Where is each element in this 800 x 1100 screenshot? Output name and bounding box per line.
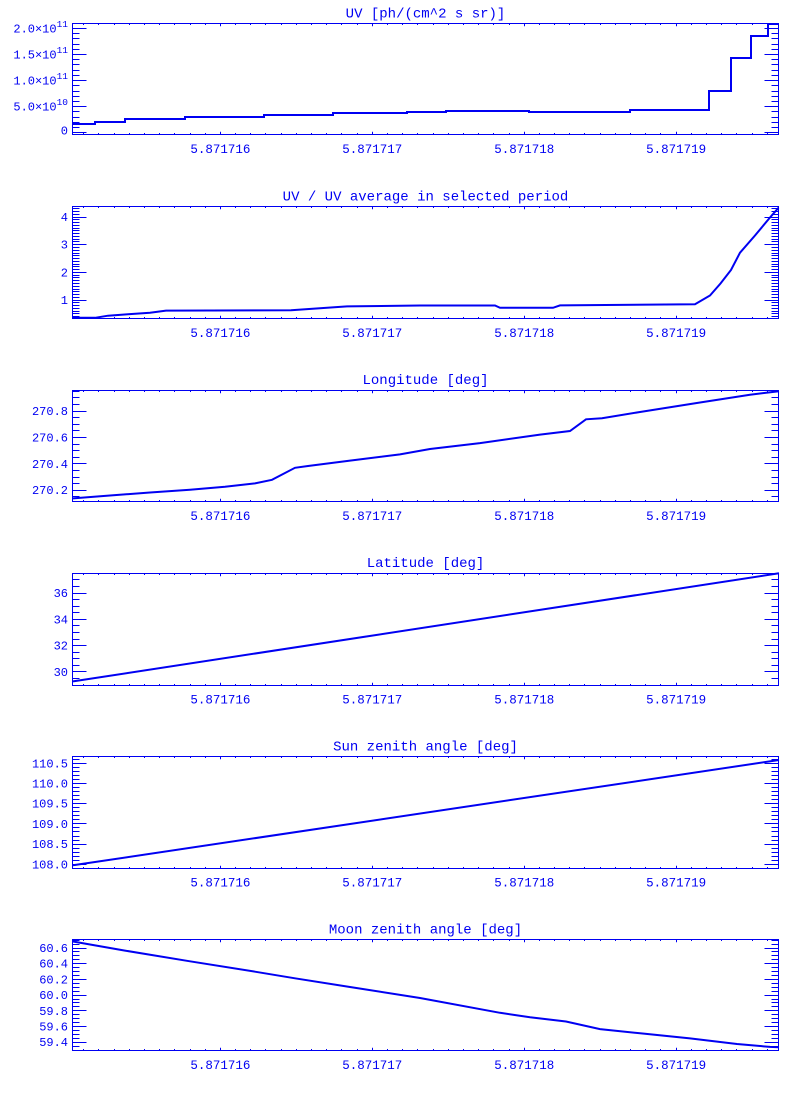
svg-text:32: 32 [54, 640, 68, 654]
svg-text:5.871718: 5.871718 [494, 327, 554, 341]
svg-text:2: 2 [61, 266, 68, 280]
svg-text:5.871717: 5.871717 [342, 510, 402, 524]
svg-text:Longitude [deg]: Longitude [deg] [362, 373, 488, 389]
svg-text:5.871717: 5.871717 [342, 1059, 402, 1073]
svg-text:5.871718: 5.871718 [494, 510, 554, 524]
svg-text:109.0: 109.0 [32, 818, 68, 832]
svg-text:5.871716: 5.871716 [190, 1059, 250, 1073]
svg-text:UV [ph/(cm^2 s sr)]: UV [ph/(cm^2 s sr)] [346, 6, 506, 22]
svg-text:0: 0 [61, 125, 68, 139]
svg-text:59.8: 59.8 [39, 1005, 68, 1019]
svg-text:UV / UV average in selected pe: UV / UV average in selected period [283, 189, 569, 205]
svg-text:3: 3 [61, 239, 68, 253]
svg-text:109.5: 109.5 [32, 798, 68, 812]
svg-text:5.871719: 5.871719 [646, 143, 706, 157]
svg-text:5.871718: 5.871718 [494, 877, 554, 891]
svg-text:5.871719: 5.871719 [646, 877, 706, 891]
svg-text:5.871719: 5.871719 [646, 510, 706, 524]
svg-text:110.5: 110.5 [32, 757, 68, 771]
svg-text:60.6: 60.6 [39, 942, 68, 956]
svg-text:5.871716: 5.871716 [190, 327, 250, 341]
svg-text:5.871717: 5.871717 [342, 877, 402, 891]
svg-text:108.5: 108.5 [32, 838, 68, 852]
svg-text:5.871719: 5.871719 [646, 327, 706, 341]
svg-text:5.871716: 5.871716 [190, 510, 250, 524]
svg-text:5.871716: 5.871716 [190, 694, 250, 708]
svg-text:5.871717: 5.871717 [342, 143, 402, 157]
svg-text:4: 4 [61, 211, 68, 225]
svg-text:270.2: 270.2 [32, 484, 68, 498]
svg-text:60.2: 60.2 [39, 973, 68, 987]
svg-text:1: 1 [61, 294, 68, 308]
svg-text:34: 34 [54, 613, 68, 627]
svg-text:110.0: 110.0 [32, 778, 68, 792]
svg-text:36: 36 [54, 587, 68, 601]
svg-text:59.6: 59.6 [39, 1021, 68, 1035]
svg-text:5.871717: 5.871717 [342, 694, 402, 708]
svg-text:2.0×1011: 2.0×1011 [13, 19, 68, 37]
svg-text:5.871718: 5.871718 [494, 143, 554, 157]
svg-text:Latitude [deg]: Latitude [deg] [367, 556, 485, 572]
svg-text:30: 30 [54, 666, 68, 680]
svg-text:1.5×1011: 1.5×1011 [13, 45, 68, 63]
svg-text:5.871717: 5.871717 [342, 327, 402, 341]
svg-text:5.871716: 5.871716 [190, 877, 250, 891]
svg-text:5.871719: 5.871719 [646, 1059, 706, 1073]
svg-text:Sun zenith angle [deg]: Sun zenith angle [deg] [333, 739, 518, 755]
svg-text:5.871718: 5.871718 [494, 694, 554, 708]
svg-text:Moon zenith angle [deg]: Moon zenith angle [deg] [329, 923, 522, 939]
svg-text:5.871716: 5.871716 [190, 143, 250, 157]
svg-text:60.0: 60.0 [39, 989, 68, 1003]
svg-text:270.8: 270.8 [32, 405, 68, 419]
svg-text:5.0×1010: 5.0×1010 [13, 97, 68, 115]
svg-text:1.0×1011: 1.0×1011 [13, 71, 68, 89]
svg-text:60.4: 60.4 [39, 958, 68, 972]
svg-text:5.871718: 5.871718 [494, 1059, 554, 1073]
svg-text:5.871719: 5.871719 [646, 694, 706, 708]
svg-text:108.0: 108.0 [32, 858, 68, 872]
svg-text:270.6: 270.6 [32, 431, 68, 445]
svg-text:59.4: 59.4 [39, 1036, 68, 1050]
svg-text:270.4: 270.4 [32, 458, 68, 472]
